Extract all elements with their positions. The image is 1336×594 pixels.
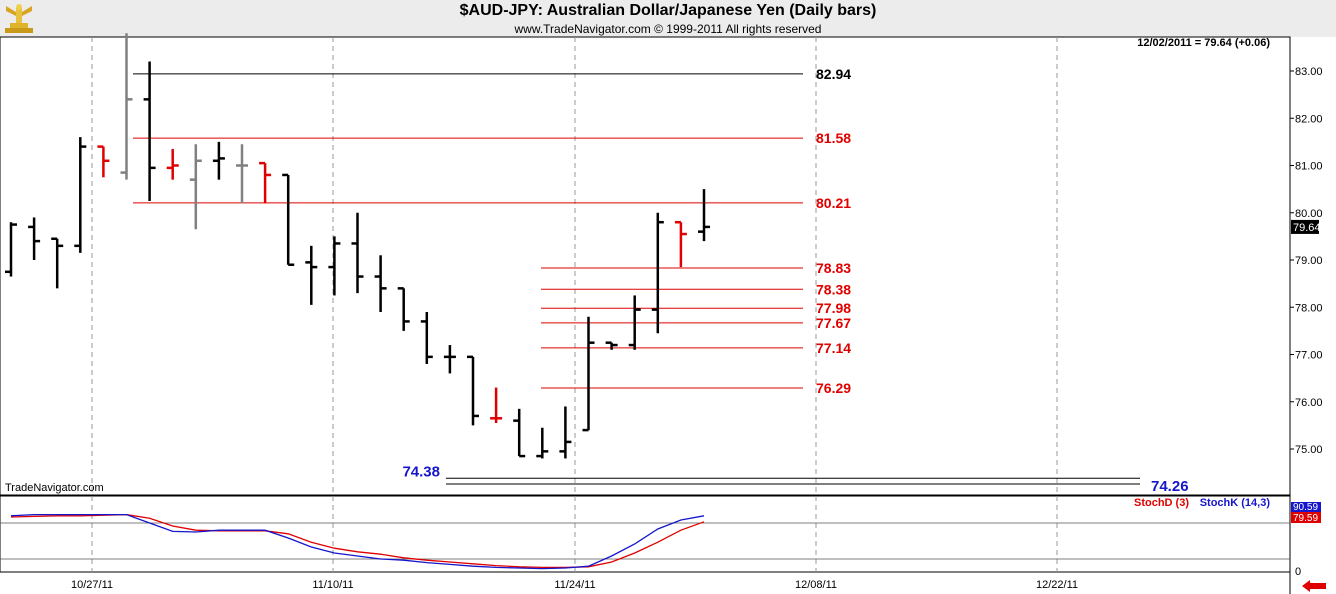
ohlc-bar: [120, 33, 133, 180]
price-tick-label: 77.00: [1295, 350, 1323, 362]
level-label: 81.58: [816, 130, 851, 146]
price-bars: [5, 33, 710, 459]
ohlc-bar: [259, 161, 272, 204]
ohlc-bar: [605, 341, 618, 350]
ohlc-bar: [490, 387, 503, 424]
level-label: 82.94: [816, 66, 851, 82]
date-label: 10/27/11: [71, 579, 113, 591]
ohlc-bar: [351, 212, 364, 294]
price-tick-label: 82.00: [1295, 113, 1323, 125]
stoch-d-legend: StochD (3): [1134, 497, 1189, 509]
ohlc-bar: [582, 316, 595, 432]
chart-grid: [0, 36, 1291, 594]
ohlc-bar: [536, 427, 549, 459]
price-tick-label: 76.00: [1295, 397, 1323, 409]
date-label: 11/24/11: [554, 579, 595, 591]
stoch-k-label: 90.59: [1293, 502, 1318, 513]
scroll-left-arrow-icon: [1302, 580, 1326, 592]
ohlc-bar: [420, 311, 433, 364]
date-label: 11/10/11: [312, 579, 353, 591]
ohlc-bar: [513, 408, 526, 458]
level-label: 80.21: [816, 195, 851, 211]
ohlc-bar: [397, 287, 410, 331]
stoch-d-line: [10, 513, 705, 569]
price-panel-frame: [0, 36, 1291, 496]
ohlc-bar: [674, 220, 687, 268]
support-label: 74.26: [1151, 478, 1189, 495]
level-label: 78.83: [816, 260, 851, 276]
chart-title: $AUD-JPY: Australian Dollar/Japanese Yen…: [459, 2, 877, 19]
price-tick-label: 79.00: [1295, 255, 1323, 267]
ohlc-bar: [305, 245, 318, 305]
ohlc-bar: [212, 141, 225, 180]
price-tick-label: 81.00: [1295, 161, 1323, 173]
ohlc-bar: [651, 212, 664, 334]
price-tick-label: 83.00: [1295, 66, 1323, 78]
ohlc-bar: [5, 222, 17, 277]
stoch-k-box: [1291, 502, 1321, 512]
watermark: TradeNavigator.com: [5, 482, 104, 494]
ohlc-bar: [282, 173, 295, 266]
stoch-panel-frame: [0, 495, 1291, 573]
chart-header: $AUD-JPY: Australian Dollar/Japanese Yen…: [0, 0, 1336, 37]
ohlc-bar: [559, 406, 572, 459]
ohlc-bar: [628, 295, 641, 350]
level-label: 77.14: [816, 340, 851, 356]
price-tick-label: 78.00: [1295, 302, 1323, 314]
stoch-zero-label: 0: [1295, 566, 1301, 578]
ohlc-bar: [374, 255, 387, 312]
ohlc-bar: [97, 145, 110, 178]
price-tick-label: 80.00: [1295, 208, 1323, 220]
ohlc-bar: [328, 236, 341, 296]
ohlc-bar: [143, 61, 156, 201]
stoch-d-box: [1291, 512, 1321, 523]
ohlc-bar: [467, 355, 479, 426]
level-label: 77.67: [816, 315, 851, 331]
ohlc-bar: [74, 137, 87, 253]
last-price-label: 79.64: [1293, 222, 1321, 234]
date-label: 12/22/11: [1036, 579, 1078, 591]
level-label: 78.38: [816, 281, 851, 297]
price-axis: 75.00 76.00 77.00 78.00 79.00 80.00 81.00 82.00…: [1137, 37, 1326, 592]
ohlc-bar: [236, 144, 248, 204]
level-label: 76.29: [816, 380, 851, 396]
stoch-k-legend: StochK (14,3): [1200, 497, 1271, 509]
ohlc-bar: [698, 189, 710, 242]
price-tick-label: 75.00: [1295, 444, 1323, 456]
stoch-d-label: 79.59: [1293, 513, 1318, 524]
last-value-text: 12/02/2011 = 79.64 (+0.06): [1137, 37, 1270, 49]
ohlc-bar: [443, 345, 456, 374]
last-price-box: [1291, 219, 1319, 234]
date-label: 12/08/11: [795, 579, 837, 591]
level-label: 77.98: [816, 300, 851, 316]
ohlc-bar: [51, 237, 64, 289]
date-axis: 10/27/11 11/10/11 11/24/11 12/08/11 12/22/11: [71, 579, 1078, 591]
ohlc-bar: [28, 217, 41, 260]
support-label: 74.38: [402, 463, 440, 480]
stoch-k-line: [10, 513, 705, 570]
chart-subtitle: www.TradeNavigator.com © 1999-2011 All r…: [514, 22, 822, 36]
gold-trophy-icon: [5, 4, 33, 33]
ohlc-bar: [166, 148, 179, 180]
ohlc-bar: [189, 144, 202, 230]
